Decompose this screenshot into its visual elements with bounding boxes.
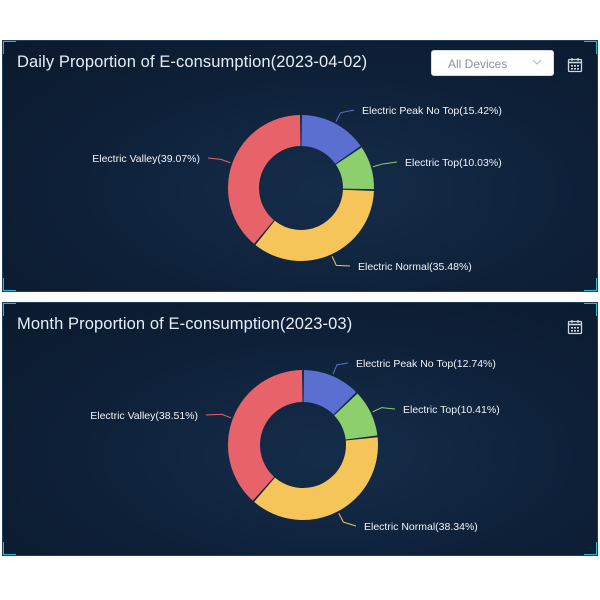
corner-decoration (584, 278, 597, 291)
daily-donut-chart: Electric Peak No Top(15.42%) Electric Top… (92, 105, 502, 273)
daily-panel-title: Daily Proportion of E-consumption(2023-0… (17, 53, 368, 71)
label-leader-line (207, 157, 231, 164)
slice-electric-normal[interactable] (254, 437, 379, 520)
slice-electric-normal[interactable] (255, 189, 374, 262)
daily-proportion-panel: Electric Peak No Top(15.42%) Electric Top… (2, 40, 598, 292)
label-leader-line (332, 362, 349, 375)
month-proportion-panel: Electric Peak No Top(12.74%) Electric Top… (2, 302, 598, 556)
corner-decoration (3, 303, 16, 316)
chevron-down-icon (532, 59, 542, 65)
label-leader-line (372, 407, 396, 413)
corner-decoration (584, 41, 597, 54)
slice-electric-peak-no-top[interactable] (301, 115, 361, 164)
slice-label: Electric Peak No Top(15.42%) (362, 105, 502, 117)
slice-label: Electric Top(10.41%) (403, 404, 500, 416)
corner-decoration (584, 303, 597, 316)
slice-electric-peak-no-top[interactable] (303, 370, 357, 415)
slice-label: Electric Peak No Top(12.74%) (356, 358, 496, 370)
corner-decoration (584, 542, 597, 555)
device-select-value: All Devices (448, 57, 508, 71)
device-select[interactable]: All Devices (431, 50, 554, 76)
label-leader-line (331, 256, 351, 267)
slice-label: Electric Valley(38.51%) (90, 410, 198, 422)
month-panel-title: Month Proportion of E-consumption(2023-0… (17, 315, 353, 333)
slice-electric-top[interactable] (334, 393, 378, 440)
slice-label: Electric Normal(35.48%) (358, 261, 472, 273)
slice-electric-valley[interactable] (228, 370, 303, 501)
calendar-icon[interactable] (567, 57, 583, 73)
label-leader-line (372, 161, 398, 168)
corner-decoration (3, 542, 16, 555)
slice-electric-top[interactable] (335, 147, 374, 190)
month-donut-chart: Electric Peak No Top(12.74%) Electric Top… (90, 358, 500, 533)
corner-decoration (3, 41, 16, 54)
slice-label: Electric Valley(39.07%) (92, 153, 200, 165)
slice-electric-valley[interactable] (227, 115, 301, 244)
slice-label: Electric Normal(38.34%) (364, 521, 478, 533)
corner-decoration (3, 278, 16, 291)
label-leader-line (335, 109, 355, 122)
label-leader-line (338, 512, 357, 527)
slice-label: Electric Top(10.03%) (405, 157, 502, 169)
calendar-icon[interactable] (567, 319, 583, 335)
label-leader-line (205, 413, 232, 419)
